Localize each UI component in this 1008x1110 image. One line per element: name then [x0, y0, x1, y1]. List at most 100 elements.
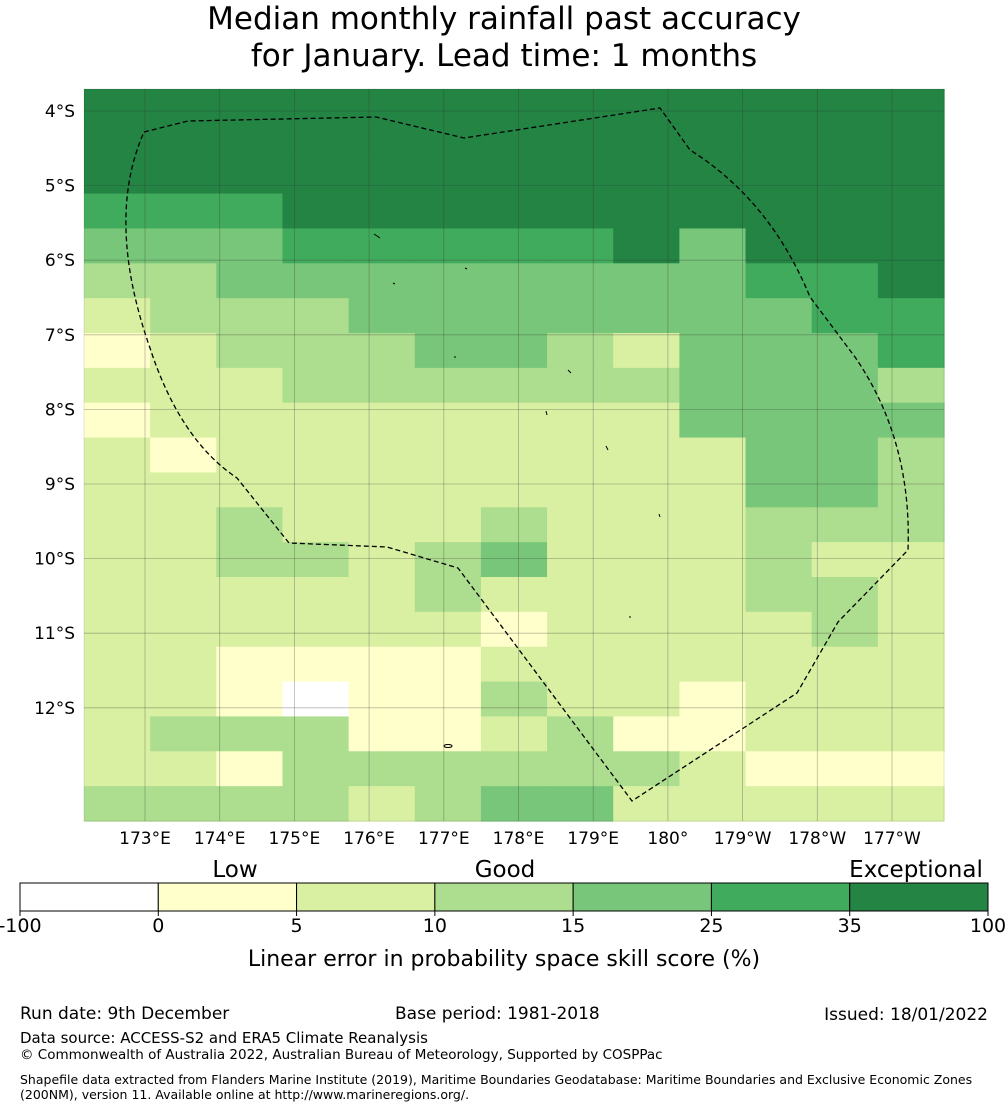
map-cell	[150, 437, 217, 474]
legend-category-good: Good	[475, 857, 536, 883]
map-cell	[811, 646, 879, 683]
data-source: Data source: ACCESS-S2 and ERA5 Climate …	[20, 1029, 428, 1047]
map-cell	[679, 298, 747, 334]
map-cell	[613, 437, 680, 474]
map-cell	[414, 263, 482, 299]
map-cell	[745, 542, 813, 578]
map-cell	[811, 193, 879, 230]
map-cell	[348, 646, 416, 683]
map-cell	[84, 611, 151, 648]
map-cell	[745, 611, 813, 648]
base-period: Base period: 1981-2018	[395, 1004, 600, 1024]
map-cell	[480, 193, 548, 230]
map-cell	[480, 263, 548, 299]
map-cell	[679, 123, 747, 160]
map-cell	[348, 577, 416, 613]
map-cell	[811, 89, 879, 125]
map-cell	[547, 123, 614, 160]
map-cell	[613, 542, 680, 578]
map-cell	[282, 542, 350, 578]
map-cell	[282, 89, 350, 125]
map-cell	[547, 542, 614, 578]
lat-label: 9°S	[45, 475, 75, 495]
map-cell	[877, 123, 945, 160]
map-cell	[282, 263, 350, 299]
lon-label: 178°E	[493, 829, 545, 849]
map-cell	[84, 263, 151, 299]
map-cell	[414, 367, 482, 404]
legend-tick-label: 5	[291, 915, 303, 937]
map-cell	[282, 716, 350, 752]
map-cell	[480, 89, 548, 125]
map-cell	[811, 751, 879, 787]
legend-tick-label: 100	[970, 915, 1006, 937]
map-cell	[877, 681, 945, 718]
map-cell	[216, 507, 284, 543]
map-cell	[414, 333, 482, 369]
map-cell	[613, 786, 680, 822]
title-line-1: Median monthly rainfall past accuracy	[207, 1, 801, 37]
map-cell	[150, 298, 217, 334]
map-cell	[216, 611, 284, 648]
map-cell	[84, 646, 151, 683]
map-cell	[84, 367, 151, 404]
map-cell	[216, 193, 284, 230]
map-cell	[282, 786, 350, 822]
map-cell	[150, 611, 217, 648]
map-cell	[613, 716, 680, 752]
map-cell	[811, 228, 879, 264]
map-cell	[877, 646, 945, 683]
map-cell	[547, 228, 614, 264]
lon-label: 177°E	[418, 829, 470, 849]
map-cell	[480, 681, 548, 718]
map-cell	[679, 263, 747, 299]
map-cell	[84, 89, 151, 125]
map-cell	[679, 751, 747, 787]
map-cell	[877, 507, 945, 543]
map-cell	[679, 437, 747, 474]
map-cell	[414, 577, 482, 613]
map-cell	[877, 437, 945, 474]
map-cell	[480, 158, 548, 195]
legend-swatch	[296, 882, 436, 912]
legend-swatch	[434, 882, 574, 912]
legend-tick-label: 25	[699, 915, 723, 937]
map-cell	[480, 228, 548, 264]
map-cell	[84, 751, 151, 787]
map-cell	[414, 158, 482, 195]
map-cell	[348, 333, 416, 369]
map-cell	[877, 263, 945, 299]
map-cell	[613, 158, 680, 195]
map-cell	[877, 472, 945, 508]
map-cell	[348, 298, 416, 334]
map-cell	[547, 716, 614, 752]
lon-label: 173°E	[119, 829, 171, 849]
legend-tick-label: 35	[838, 915, 862, 937]
map-cell	[84, 333, 151, 369]
map-cell	[877, 193, 945, 230]
map-cell	[480, 507, 548, 543]
map-cell	[282, 228, 350, 264]
map-cell	[150, 646, 217, 683]
legend-swatch	[710, 882, 851, 912]
map-cell	[877, 333, 945, 369]
map-cell	[613, 123, 680, 160]
map-cell	[745, 681, 813, 718]
map-cell	[414, 437, 482, 474]
map-cell	[613, 646, 680, 683]
map-cell	[877, 228, 945, 264]
map-cell	[745, 437, 813, 474]
map-cell	[348, 611, 416, 648]
map-cell	[811, 123, 879, 160]
map-cell	[150, 193, 217, 230]
lon-label: 175°E	[269, 829, 321, 849]
map-cell	[811, 472, 879, 508]
map-cell	[745, 298, 813, 334]
map-cell	[480, 437, 548, 474]
map-cell	[348, 263, 416, 299]
legend-tick-label: 15	[561, 915, 585, 937]
map-cell	[480, 542, 548, 578]
legend-tick-label: -100	[0, 915, 42, 937]
map-cell	[348, 402, 416, 439]
lon-label: 174°E	[194, 829, 246, 849]
